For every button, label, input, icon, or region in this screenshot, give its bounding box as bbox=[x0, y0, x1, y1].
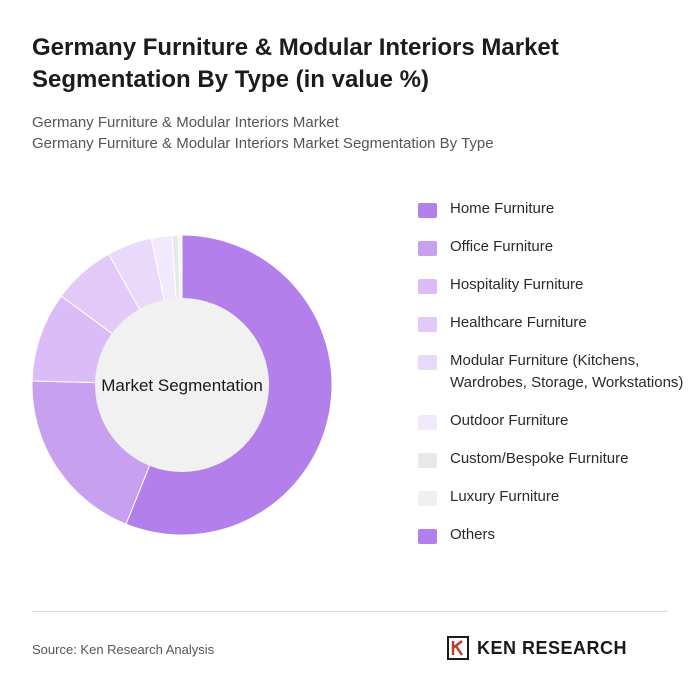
legend-swatch bbox=[418, 241, 437, 256]
legend-item: Office Furniture bbox=[418, 236, 688, 258]
donut-hole bbox=[95, 298, 269, 472]
legend-item: Home Furniture bbox=[418, 198, 688, 220]
legend-item: Outdoor Furniture bbox=[418, 410, 688, 432]
chart-legend: Home Furniture Office Furniture Hospitalit… bbox=[418, 198, 688, 562]
chart-subtitle: Germany Furniture & Modular Interiors Ma… bbox=[32, 112, 672, 154]
legend-label: Healthcare Furniture bbox=[450, 314, 587, 331]
legend-item: Modular Furniture (Kitchens, Wardrobes, … bbox=[418, 350, 688, 394]
legend-label: Outdoor Furniture bbox=[450, 412, 569, 429]
legend-swatch bbox=[418, 529, 437, 544]
legend-label: Custom/Bespoke Furniture bbox=[450, 450, 629, 467]
logo-text: KEN RESEARCH bbox=[477, 637, 628, 658]
source-note: Source: Ken Research Analysis bbox=[32, 642, 215, 657]
legend-item: Hospitality Furniture bbox=[418, 274, 688, 296]
legend-label: Luxury Furniture bbox=[450, 488, 560, 505]
legend-label: Modular Furniture (Kitchens, Wardrobes, … bbox=[450, 352, 684, 391]
legend-swatch bbox=[418, 317, 437, 332]
legend-swatch bbox=[418, 453, 437, 468]
donut-center-label: Market Segmentation bbox=[101, 376, 263, 395]
chart-title: Germany Furniture & Modular Interiors Ma… bbox=[32, 34, 559, 93]
ken-research-logo: KEN RESEARCH bbox=[447, 636, 627, 660]
legend-item: Healthcare Furniture bbox=[418, 312, 688, 334]
legend-swatch bbox=[418, 203, 437, 218]
donut-chart: Market Segmentation bbox=[31, 234, 333, 536]
legend-item: Custom/Bespoke Furniture bbox=[418, 448, 688, 470]
legend-swatch bbox=[418, 355, 437, 370]
legend-item: Others bbox=[418, 524, 688, 546]
legend-swatch bbox=[418, 491, 437, 506]
ken-research-logo-icon bbox=[447, 636, 469, 660]
legend-label: Hospitality Furniture bbox=[450, 276, 584, 293]
subtitle-line-1: Germany Furniture & Modular Interiors Ma… bbox=[32, 114, 339, 131]
legend-label: Home Furniture bbox=[450, 200, 555, 217]
legend-label: Others bbox=[450, 526, 496, 543]
legend-item: Luxury Furniture bbox=[418, 486, 688, 508]
legend-swatch bbox=[418, 279, 437, 294]
legend-swatch bbox=[418, 415, 437, 430]
subtitle-line-2: Germany Furniture & Modular Interiors Ma… bbox=[32, 135, 494, 152]
legend-label: Office Furniture bbox=[450, 238, 554, 255]
footer-divider bbox=[32, 611, 668, 612]
